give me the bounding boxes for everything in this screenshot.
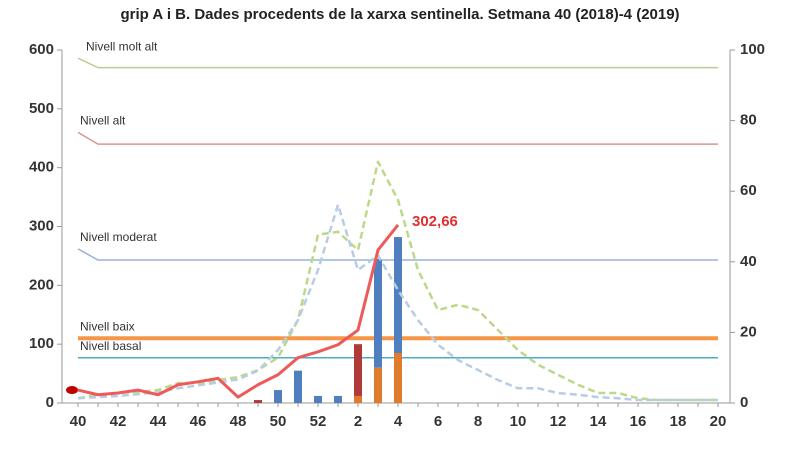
y-tick-label: 200	[29, 276, 54, 293]
x-tick-label: 10	[510, 413, 527, 430]
x-tick-label: 2	[354, 413, 362, 430]
y2-tick-label: 100	[740, 41, 765, 58]
series-line	[77, 160, 718, 402]
x-tick-label: 16	[630, 413, 647, 430]
threshold-label: Nivell molt alt	[86, 39, 158, 53]
bar	[254, 400, 262, 403]
bar	[274, 390, 282, 403]
value-label: 302,66	[412, 213, 458, 230]
bar	[354, 344, 362, 396]
y2-tick-label: 40	[740, 253, 757, 270]
bar	[374, 367, 382, 403]
x-tick-label: 6	[434, 413, 442, 430]
x-tick-label: 14	[590, 413, 607, 430]
y2-tick-label: 80	[740, 112, 757, 129]
x-tick-label: 8	[474, 413, 482, 430]
threshold-label: Nivell alt	[80, 114, 126, 128]
x-tick-label: 50	[270, 413, 287, 430]
x-tick-label: 20	[710, 413, 727, 430]
start-marker	[66, 386, 78, 395]
y2-tick-label: 60	[740, 182, 757, 199]
x-tick-label: 4	[394, 413, 403, 430]
bar	[394, 237, 402, 353]
bar	[374, 258, 382, 368]
x-tick-label: 46	[190, 413, 207, 430]
threshold-label: Nivell baix	[80, 319, 135, 333]
x-tick-label: 18	[670, 413, 687, 430]
threshold-label: Nivell moderat	[80, 230, 157, 244]
threshold-line	[77, 131, 718, 145]
y-tick-label: 400	[29, 159, 54, 176]
y-tick-label: 500	[29, 100, 54, 117]
y-tick-label: 300	[29, 217, 54, 234]
x-tick-label: 40	[70, 413, 87, 430]
threshold-line	[77, 248, 718, 261]
bar	[394, 352, 402, 403]
x-tick-label: 44	[150, 413, 167, 430]
bar	[294, 370, 302, 403]
y-tick-label: 600	[29, 41, 54, 58]
series-line	[77, 224, 400, 399]
y-tick-label: 100	[29, 335, 54, 352]
y2-tick-label: 0	[740, 394, 748, 411]
y-tick-label: 0	[46, 394, 54, 411]
y2-tick-label: 20	[740, 323, 757, 340]
x-tick-label: 52	[310, 413, 327, 430]
threshold-line	[77, 57, 718, 69]
chart-title: grip A i B. Dades procedents de la xarxa…	[120, 6, 679, 23]
x-tick-label: 12	[550, 413, 567, 430]
x-tick-label: 42	[110, 413, 127, 430]
threshold-label: Nivell basal	[80, 339, 141, 353]
bar	[314, 395, 322, 403]
bar	[334, 395, 342, 403]
bar	[354, 395, 362, 403]
x-tick-label: 48	[230, 413, 247, 430]
